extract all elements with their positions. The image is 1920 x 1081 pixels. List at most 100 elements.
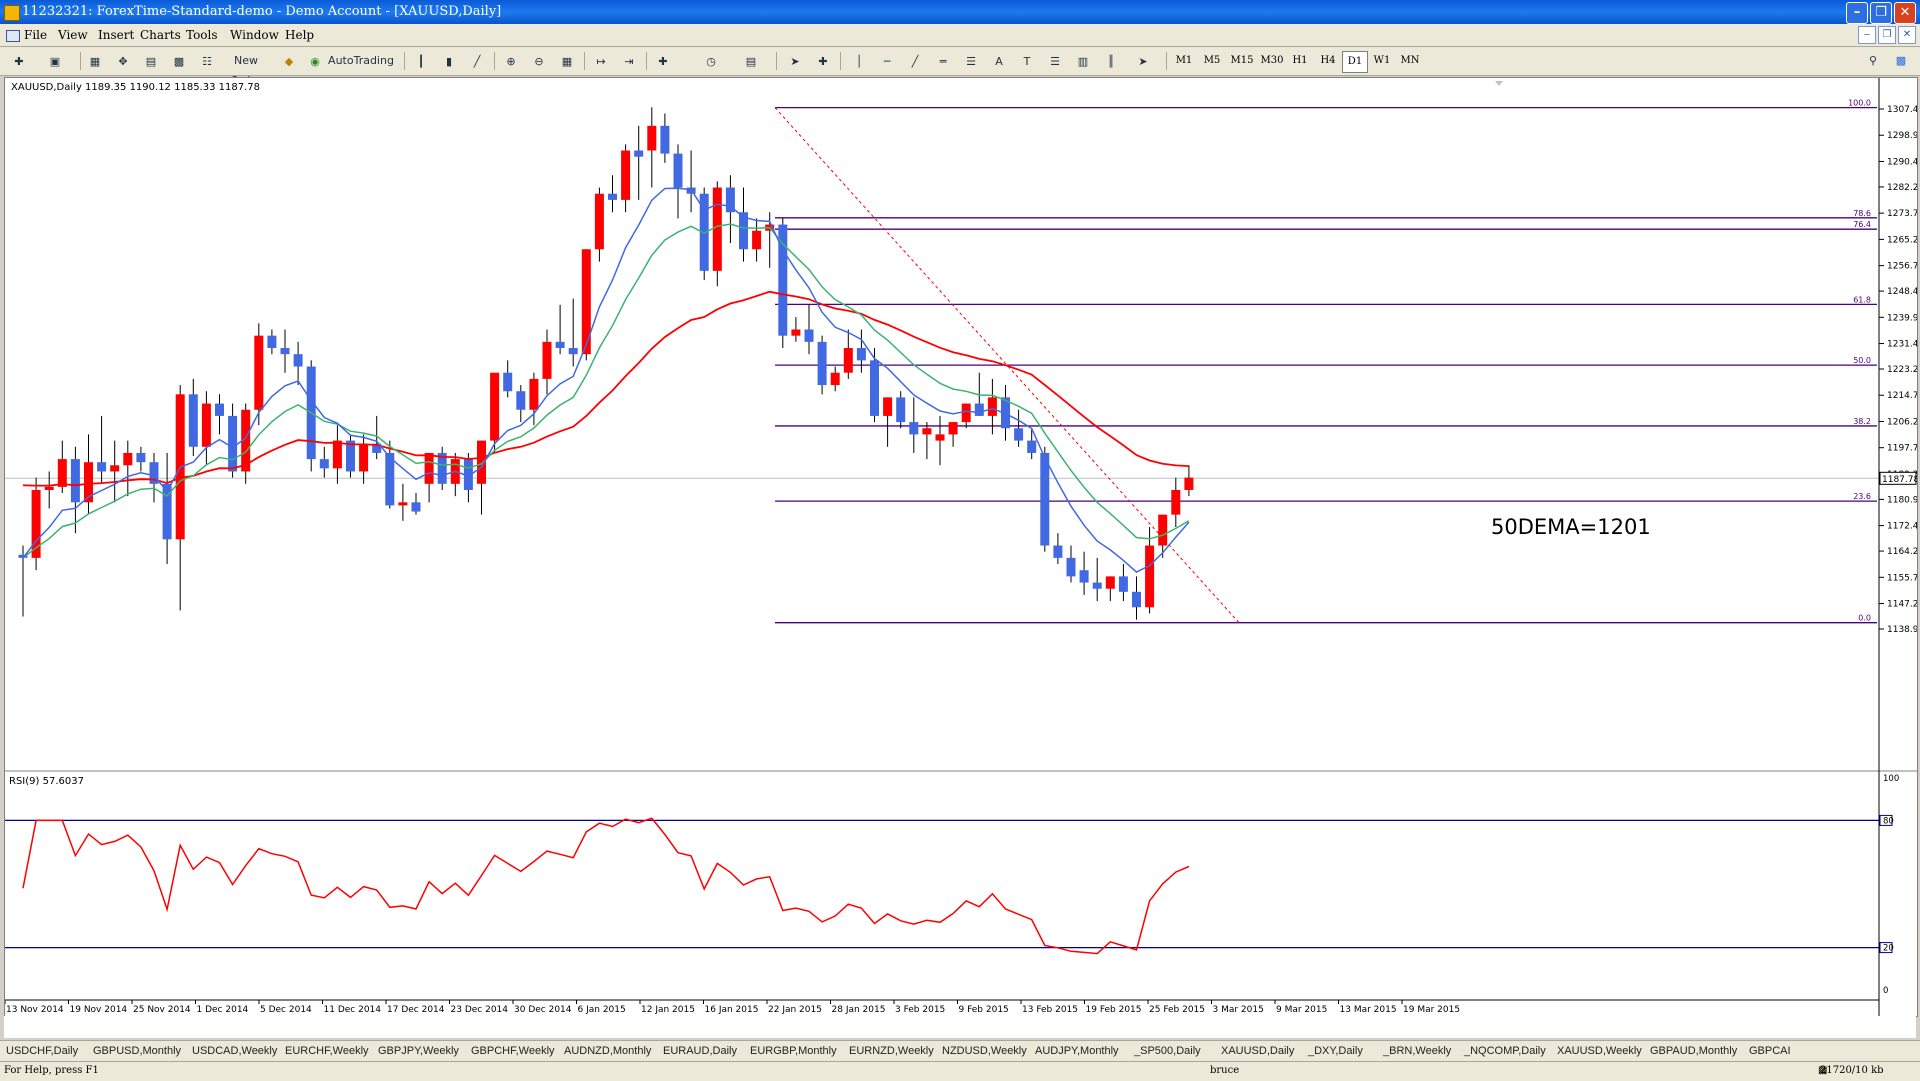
- symbol-tab[interactable]: XAUUSD,Daily: [1221, 1045, 1295, 1057]
- chart-shift-marker[interactable]: [1495, 81, 1503, 86]
- timeframe-w1[interactable]: W1: [1373, 55, 1391, 66]
- auto-scroll-icon[interactable]: ↦: [596, 55, 606, 68]
- candle-body: [84, 462, 93, 503]
- symbol-tab[interactable]: AUDJPY,Monthly: [1035, 1045, 1119, 1057]
- timeframe-m15[interactable]: M15: [1230, 55, 1254, 66]
- candle: [44, 471, 54, 509]
- candle-body: [437, 452, 447, 484]
- price-axis-label: 1164.20: [1887, 547, 1917, 557]
- candle-body: [725, 187, 735, 213]
- symbol-tab[interactable]: NZDUSD,Weekly: [942, 1045, 1027, 1057]
- symbol-tab[interactable]: GBPAUD,Monthly: [1650, 1045, 1738, 1057]
- fibo-fan-icon[interactable]: ☰: [1050, 55, 1060, 68]
- search-icon[interactable]: ⚲: [1868, 54, 1878, 67]
- terminal-icon[interactable]: ▤: [145, 55, 157, 68]
- strategy-tester-icon[interactable]: ▩: [173, 55, 185, 68]
- candlestick-icon[interactable]: ▮: [445, 55, 453, 68]
- timeframe-m5[interactable]: M5: [1203, 55, 1221, 66]
- arrows-icon[interactable]: ➤: [1138, 55, 1148, 68]
- price-chart[interactable]: 100.0 78.6 76.4 61.8 50.0 38.2 23.6 0.0 100 80 20…: [4, 78, 1920, 1016]
- candle: [1118, 564, 1128, 602]
- templates-icon[interactable]: ▤: [745, 55, 757, 68]
- horizontal-line-icon[interactable]: ─: [883, 55, 891, 68]
- menu-file[interactable]: File: [6, 28, 47, 42]
- equidistant-channel-icon[interactable]: ═: [939, 55, 947, 68]
- trendline-icon[interactable]: ╱: [911, 55, 919, 68]
- symbol-tab[interactable]: EURNZD,Weekly: [849, 1045, 934, 1057]
- metaeditor-icon[interactable]: ◆: [284, 55, 294, 68]
- tile-windows-icon[interactable]: ▦: [561, 55, 573, 68]
- profiles-icon[interactable]: ▣: [49, 55, 61, 68]
- crosshair-icon[interactable]: ✚: [818, 55, 828, 68]
- timeframe-d1[interactable]: D1: [1342, 51, 1368, 73]
- candle-body: [1066, 557, 1076, 577]
- candle: [398, 483, 408, 521]
- menu-view[interactable]: View: [58, 28, 88, 42]
- gann-icon[interactable]: ▥: [1077, 55, 1089, 68]
- symbol-tab[interactable]: GBPUSD,Monthly: [93, 1045, 182, 1057]
- menu-window[interactable]: Window: [230, 28, 279, 42]
- candle: [306, 360, 316, 472]
- chart-window[interactable]: 100.0 78.6 76.4 61.8 50.0 38.2 23.6 0.0 100 80 20…: [4, 77, 1920, 1017]
- bar-chart-icon[interactable]: ┃: [417, 55, 425, 68]
- zoom-in-icon[interactable]: ⊕: [506, 55, 516, 68]
- market-watch-icon[interactable]: ▦: [89, 55, 101, 68]
- symbol-tab[interactable]: _BRN,Weekly: [1383, 1045, 1452, 1057]
- fibonacci-icon[interactable]: ☰: [966, 55, 976, 68]
- candle-body: [1027, 440, 1037, 453]
- zoom-out-icon[interactable]: ⊖: [534, 55, 544, 68]
- candle-body: [568, 348, 578, 355]
- chart-shift-icon[interactable]: ⇥: [624, 55, 634, 68]
- candle-body: [778, 224, 788, 336]
- menu-charts[interactable]: Charts: [140, 28, 181, 42]
- cursor-icon[interactable]: ➤: [790, 55, 800, 68]
- periods-icon[interactable]: ◷: [706, 55, 716, 68]
- symbol-tab[interactable]: EURGBP,Monthly: [750, 1045, 837, 1057]
- symbol-tab[interactable]: _DXY,Daily: [1308, 1045, 1363, 1057]
- candle-body: [830, 372, 840, 386]
- menu-tools[interactable]: Tools: [186, 28, 218, 42]
- text-icon[interactable]: A: [995, 55, 1003, 68]
- navigator-icon[interactable]: ✥: [118, 55, 128, 68]
- mdi-minimize-icon[interactable]: –: [1858, 26, 1876, 44]
- vertical-line-icon[interactable]: │: [855, 55, 863, 68]
- autotrading-button[interactable]: AutoTrading: [328, 54, 394, 67]
- symbol-tab[interactable]: XAUUSD,Weekly: [1557, 1045, 1642, 1057]
- cycle-lines-icon[interactable]: ║: [1107, 55, 1115, 68]
- candle: [70, 446, 80, 534]
- symbol-tab[interactable]: USDCHF,Daily: [6, 1045, 79, 1057]
- timeframe-mn[interactable]: MN: [1400, 55, 1420, 66]
- symbol-tab[interactable]: EURCHF,Weekly: [285, 1045, 369, 1057]
- timeframe-m30[interactable]: M30: [1260, 55, 1284, 66]
- line-chart-icon[interactable]: ╱: [473, 55, 481, 68]
- timeframe-m1[interactable]: M1: [1175, 55, 1193, 66]
- mdi-restore-icon[interactable]: ❐: [1878, 26, 1896, 44]
- date-axis-label: 6 Jan 2015: [578, 1005, 626, 1015]
- symbol-tab[interactable]: EURAUD,Daily: [663, 1045, 737, 1057]
- restore-icon[interactable]: ❐: [1870, 2, 1892, 24]
- symbol-tab[interactable]: USDCAD,Weekly: [192, 1045, 278, 1057]
- symbol-tab[interactable]: GBPCHF,Weekly: [471, 1045, 555, 1057]
- new-chart-icon[interactable]: ✚: [14, 55, 24, 68]
- timeframe-h1[interactable]: H1: [1292, 55, 1308, 66]
- menu-insert[interactable]: Insert: [98, 28, 135, 42]
- candle: [215, 394, 224, 435]
- symbol-tab[interactable]: GBPCAI: [1749, 1045, 1791, 1057]
- new-order-button[interactable]: New Order: [230, 54, 261, 87]
- community-icon[interactable]: ▩: [1895, 54, 1907, 67]
- symbol-tab[interactable]: _NQCOMP,Daily: [1464, 1045, 1546, 1057]
- minimize-icon[interactable]: –: [1846, 2, 1868, 24]
- symbol-tab[interactable]: AUDNZD,Monthly: [564, 1045, 652, 1057]
- text-label-icon[interactable]: T: [1023, 55, 1031, 68]
- new-order-icon[interactable]: ☷: [202, 55, 212, 68]
- horizontal-scroll-area[interactable]: [4, 1016, 1916, 1038]
- mdi-close-icon[interactable]: ✕: [1898, 26, 1916, 44]
- candle-body: [97, 462, 107, 472]
- symbol-tab[interactable]: _SP500,Daily: [1134, 1045, 1201, 1057]
- timeframe-h4[interactable]: H4: [1320, 55, 1336, 66]
- indicators-icon[interactable]: ✚: [658, 55, 668, 68]
- close-icon[interactable]: ✕: [1894, 2, 1916, 24]
- menu-help[interactable]: Help: [285, 28, 315, 42]
- symbol-tab[interactable]: GBPJPY,Weekly: [378, 1045, 459, 1057]
- autotrading-icon[interactable]: ◉: [310, 55, 320, 68]
